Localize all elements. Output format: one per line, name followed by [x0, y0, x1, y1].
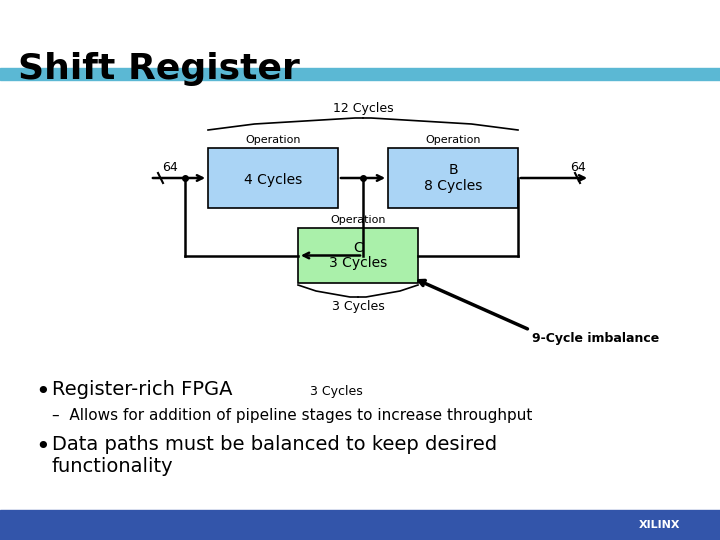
- Text: •: •: [35, 435, 50, 459]
- Text: 12 Cycles: 12 Cycles: [333, 102, 393, 115]
- Text: Shift Register: Shift Register: [18, 52, 300, 86]
- Text: •: •: [35, 380, 50, 404]
- Bar: [0, 68, 720, 80]
- Text: 4 Cycles: 4 Cycles: [244, 173, 302, 187]
- Text: Data paths must be balanced to keep desired
functionality: Data paths must be balanced to keep desi…: [52, 435, 497, 476]
- FancyBboxPatch shape: [208, 148, 338, 208]
- Text: 3 Cycles: 3 Cycles: [310, 385, 363, 398]
- Bar: [0, 510, 720, 540]
- Text: 3 Cycles: 3 Cycles: [332, 300, 384, 313]
- Text: Register-rich FPGA: Register-rich FPGA: [52, 380, 233, 399]
- Text: Operation: Operation: [246, 135, 301, 145]
- Text: 64: 64: [162, 161, 178, 174]
- Text: 3 Cycles: 3 Cycles: [329, 256, 387, 271]
- Text: –  Allows for addition of pipeline stages to increase throughput: – Allows for addition of pipeline stages…: [52, 408, 532, 423]
- FancyBboxPatch shape: [388, 148, 518, 208]
- Text: 9-Cycle imbalance: 9-Cycle imbalance: [532, 332, 660, 345]
- Text: 64: 64: [570, 161, 586, 174]
- Text: Operation: Operation: [330, 215, 386, 225]
- Text: B: B: [448, 163, 458, 177]
- Text: 8 Cycles: 8 Cycles: [424, 179, 482, 193]
- FancyBboxPatch shape: [298, 228, 418, 283]
- Text: Operation: Operation: [426, 135, 481, 145]
- Text: XILINX: XILINX: [639, 520, 680, 530]
- Text: C: C: [353, 240, 363, 254]
